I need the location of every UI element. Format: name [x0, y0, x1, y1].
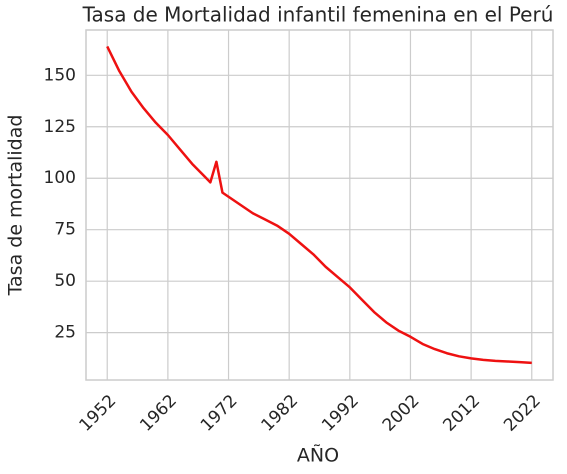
y-axis-label: Tasa de mortalidad: [5, 115, 27, 297]
x-tick-label: 2012: [439, 391, 484, 436]
x-tick-label: 2002: [379, 391, 424, 436]
chart-title: Tasa de Mortalidad infantil femenina en …: [82, 3, 554, 27]
x-tick-label: 1972: [197, 391, 242, 436]
x-tick-label: 1992: [318, 391, 363, 436]
y-tick-label: 75: [54, 220, 76, 240]
axes-frame: [85, 29, 554, 381]
x-tick-label: 2022: [500, 391, 545, 436]
line-series: [106, 45, 532, 365]
y-tick-label: 25: [54, 323, 76, 343]
x-tick-label: 1982: [258, 391, 303, 436]
y-tick-label: 50: [54, 271, 76, 291]
y-tick-label: 150: [44, 65, 76, 85]
x-axis-label: AÑO: [297, 444, 339, 467]
y-tick-label: 100: [44, 168, 76, 188]
y-tick-label: 125: [44, 117, 76, 137]
x-tick-label: 1962: [136, 391, 181, 436]
x-tick-label: 1952: [76, 391, 121, 436]
